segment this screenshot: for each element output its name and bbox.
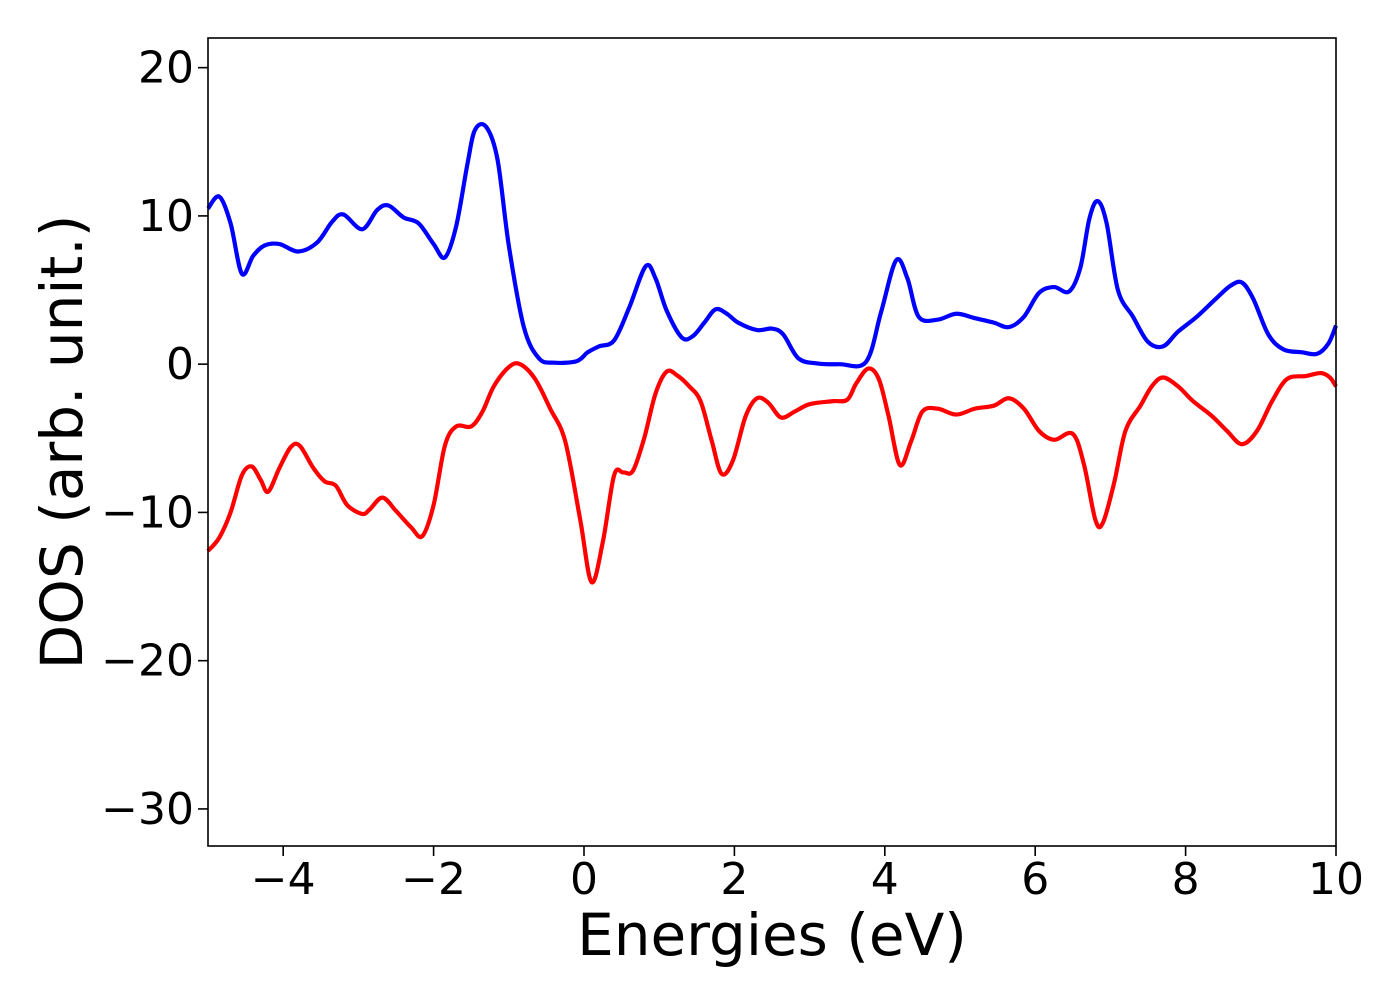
y-tick-label: 20 (138, 43, 194, 94)
y-tick-label: −10 (101, 487, 194, 538)
y-tick-label: −30 (101, 784, 194, 835)
y-tick-label: −20 (101, 636, 194, 687)
x-tick-label: 6 (1021, 854, 1049, 905)
x-tick-label: −4 (251, 854, 316, 905)
x-tick-label: 0 (570, 854, 598, 905)
series-line-2 (206, 361, 1338, 585)
x-tick-label: −2 (401, 854, 466, 905)
y-tick-label: 0 (166, 339, 194, 390)
x-tick-label: 8 (1172, 854, 1200, 905)
y-axis-title: DOS (arb. unit.) (28, 215, 96, 670)
x-tick-label: 2 (720, 854, 748, 905)
y-tick-label: 10 (138, 191, 194, 242)
x-axis-title: Energies (eV) (577, 901, 967, 969)
series-line-1 (206, 122, 1338, 369)
series-layer (206, 122, 1338, 585)
plot-frame (207, 37, 1337, 847)
x-tick-label: 4 (871, 854, 899, 905)
x-tick-label: 10 (1308, 854, 1364, 905)
